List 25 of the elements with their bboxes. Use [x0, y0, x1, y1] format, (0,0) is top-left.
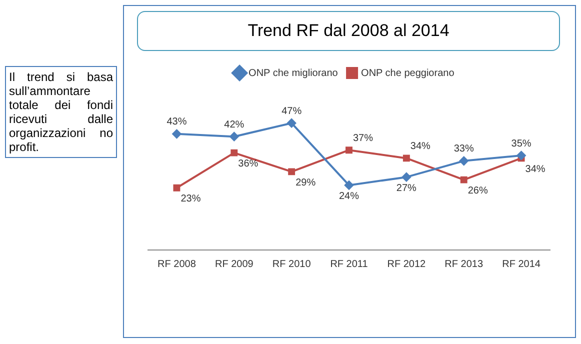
data-label: 24%	[338, 190, 360, 202]
data-label: 42%	[224, 119, 244, 130]
text: Il trend si basa sull’ammontare totale dei fondi ricevuti dalle organizzazioni no profit.	[5, 66, 117, 158]
x-tick-label: RF 2009	[214, 258, 254, 270]
data-label: 34%	[525, 164, 546, 175]
legend-label: ONP che peggiorano	[361, 68, 455, 79]
data-label: 34%	[410, 140, 431, 152]
legend-label: ONP che migliorano	[248, 68, 338, 79]
data-label: 29%	[296, 177, 316, 188]
data-label: 33%	[454, 144, 474, 155]
x-tick-label: RF 2011	[330, 258, 368, 270]
x-tick-label: RF 2013	[444, 258, 484, 270]
data-label: 27%	[396, 182, 417, 194]
data-label: 47%	[282, 106, 302, 117]
data-label: 23%	[180, 194, 201, 205]
data-label: 37%	[353, 132, 374, 144]
x-tick-label: RF 2012	[387, 258, 426, 270]
x-tick-label: RF 2010	[272, 258, 312, 270]
data-label: 36%	[238, 158, 258, 170]
chart-title: Trend RF dal 2008 al 2014	[137, 11, 560, 51]
data-label: 26%	[468, 186, 488, 197]
data-label: 35%	[511, 138, 532, 150]
x-tick-label: RF 2014	[502, 258, 541, 270]
x-tick-label: RF 2008	[158, 258, 196, 270]
data-label: 43%	[166, 116, 187, 128]
